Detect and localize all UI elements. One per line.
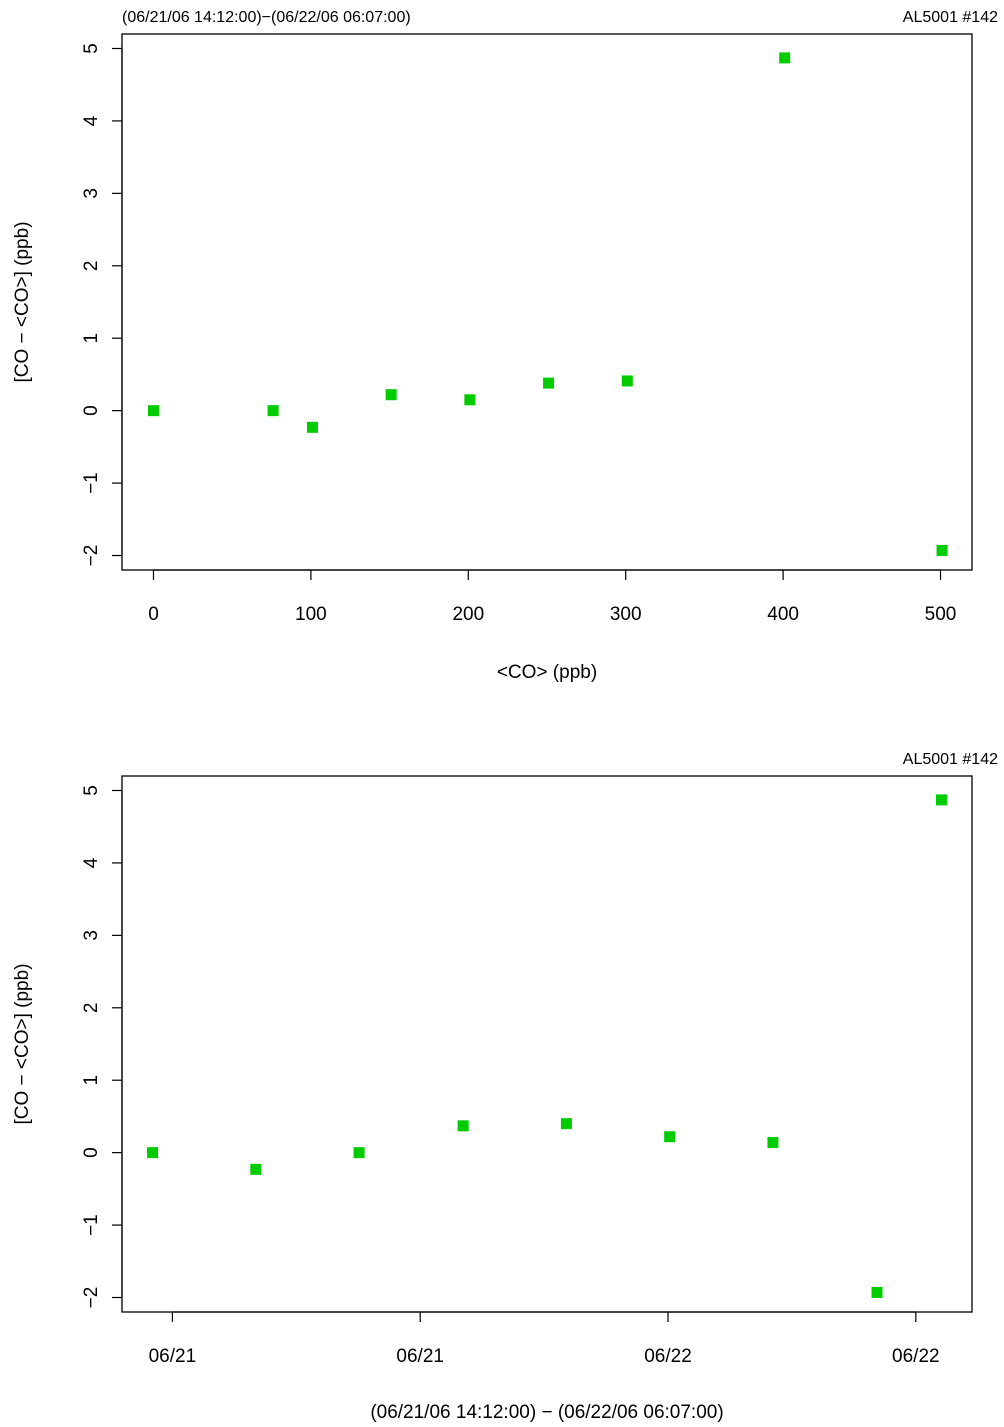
top-plot-frame	[121, 33, 973, 571]
y-tick-label: 2	[81, 260, 102, 271]
data-point	[457, 1120, 469, 1132]
data-point	[664, 1131, 676, 1143]
top-y-axis-label: [CO − <CO>] (ppb)	[12, 221, 33, 382]
bottom-points	[147, 794, 947, 1298]
y-tick-label: 0	[81, 405, 102, 416]
bottom-plot-frame	[121, 775, 973, 1313]
y-tick-label: 3	[81, 188, 102, 199]
data-point	[560, 1118, 572, 1130]
bottom-x-axis: 06/21 06/21 06/22 06/22	[149, 1311, 940, 1367]
x-tick-label: 06/22	[644, 1346, 692, 1367]
data-point	[936, 544, 948, 556]
x-tick-label: 06/22	[892, 1346, 940, 1367]
x-tick-label: 500	[925, 604, 957, 625]
top-header-left: (06/21/06 14:12:00)−(06/22/06 06:07:00)	[122, 9, 411, 26]
top-header-right: AL5001 #142	[903, 9, 998, 26]
y-tick-label: 1	[81, 1075, 102, 1086]
data-point	[353, 1147, 365, 1159]
bottom-y-axis: −2 −1 0 1 2 3 4 5	[81, 785, 123, 1309]
top-x-axis-label: <CO> (ppb)	[497, 662, 597, 683]
data-point	[779, 52, 791, 64]
x-tick-label: 06/21	[149, 1346, 197, 1367]
data-point	[267, 405, 279, 417]
data-point	[767, 1137, 779, 1149]
y-tick-label: 1	[81, 333, 102, 344]
x-tick-label: 300	[610, 604, 642, 625]
data-point	[306, 421, 318, 433]
bottom-header-right: AL5001 #142	[903, 751, 998, 768]
y-tick-label: 2	[81, 1002, 102, 1013]
data-point	[543, 377, 555, 389]
y-tick-label: 4	[81, 115, 102, 126]
top-x-axis: 0 100 200 300 400 500	[148, 569, 957, 625]
x-tick-label: 0	[148, 604, 159, 625]
y-tick-label: 3	[81, 930, 102, 941]
x-tick-label: 06/21	[396, 1346, 444, 1367]
y-tick-label: −2	[81, 1287, 102, 1309]
y-tick-label: 5	[81, 43, 102, 54]
top-points	[147, 52, 948, 556]
chart-bottom: AL5001 #142 06/21 06/21 06/22 06/22 −2 −1 0 1 2…	[12, 751, 998, 1423]
bottom-x-axis-label: (06/21/06 14:12:00) − (06/22/06 06:07:00…	[370, 1402, 723, 1423]
y-tick-label: 0	[81, 1147, 102, 1158]
y-tick-label: −1	[81, 472, 102, 494]
x-tick-label: 200	[452, 604, 484, 625]
data-point	[621, 375, 633, 387]
data-point	[147, 1147, 159, 1159]
data-point	[871, 1286, 883, 1298]
data-point	[250, 1163, 262, 1175]
y-tick-label: −1	[81, 1214, 102, 1236]
data-point	[147, 405, 159, 417]
y-tick-label: 5	[81, 785, 102, 796]
top-y-axis: −2 −1 0 1 2 3 4 5	[81, 43, 123, 567]
data-point	[464, 394, 476, 406]
y-tick-label: −2	[81, 545, 102, 567]
x-tick-label: 400	[767, 604, 799, 625]
y-tick-label: 4	[81, 857, 102, 868]
bottom-y-axis-label: [CO − <CO>] (ppb)	[12, 963, 33, 1124]
data-point	[385, 389, 397, 401]
chart-top: (06/21/06 14:12:00)−(06/22/06 06:07:00) …	[12, 9, 998, 683]
data-point	[935, 794, 947, 806]
x-tick-label: 100	[295, 604, 327, 625]
